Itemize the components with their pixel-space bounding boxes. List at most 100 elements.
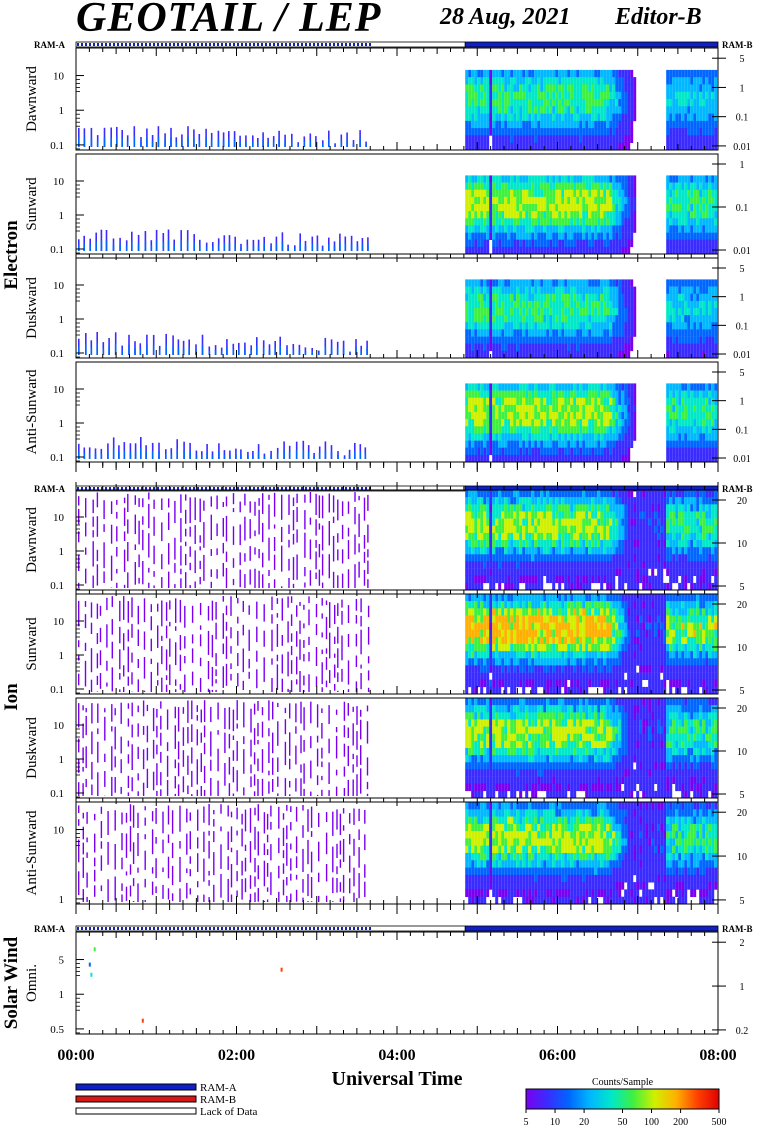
spectro-cell [681, 135, 685, 143]
spectro-cell [552, 218, 556, 226]
spectro-cell [561, 518, 565, 526]
spectro-cell [681, 308, 685, 316]
spectro-cell [630, 397, 634, 406]
spectro-cell [549, 300, 553, 309]
spectro-cell [597, 504, 601, 512]
spectro-cell [480, 128, 484, 136]
spectro-cell [254, 530, 256, 537]
spectro-cell [531, 135, 535, 143]
spectro-cell [612, 211, 616, 219]
spectro-cell [591, 308, 595, 316]
spectro-cell [666, 343, 670, 352]
spectro-cell [603, 232, 607, 240]
spectro-cell [567, 142, 571, 151]
spectro-cell [543, 286, 547, 294]
spectro-cell [501, 447, 505, 456]
ram-bar-tick [217, 927, 219, 930]
spectro-cell [666, 189, 670, 198]
spectro-cell [714, 232, 718, 240]
spectro-cell [468, 547, 472, 555]
spectro-cell [696, 211, 700, 219]
spectro-cell [96, 141, 99, 147]
spectro-cell [618, 322, 622, 330]
spectro-cell [570, 497, 574, 505]
spectro-cell [627, 343, 631, 352]
spectro-cell [507, 540, 511, 548]
spectro-cell [603, 322, 607, 330]
spectro-cell [675, 454, 679, 463]
spectro-cell [504, 329, 508, 337]
spectro-cell [540, 504, 544, 512]
spectro-cell [126, 135, 129, 147]
spectro-cell [555, 490, 559, 498]
spectro-cell [186, 230, 189, 251]
spectro-cell [702, 426, 706, 434]
spectro-cell [531, 440, 535, 448]
spectro-cell [537, 497, 541, 505]
spectro-cell [558, 390, 562, 398]
spectro-cell [540, 447, 544, 456]
spectro-cell [504, 561, 508, 569]
spectro-cell [564, 232, 568, 240]
spectro-cell [262, 574, 264, 588]
spectro-cell [468, 412, 472, 420]
spectro-cell [567, 329, 571, 337]
spectro-cell [480, 426, 484, 434]
spectro-cell [250, 350, 252, 355]
spectro-cell [495, 504, 499, 512]
spectro-cell [714, 300, 718, 309]
spectro-cell [477, 532, 481, 541]
spectro-cell [687, 336, 691, 344]
spectro-cell [714, 211, 718, 219]
spectro-cell [606, 447, 610, 456]
spectro-cell [576, 211, 580, 219]
spectro-cell [468, 286, 472, 294]
ram-bar-tick [253, 43, 255, 46]
spectro-cell [600, 390, 604, 398]
spectro-cell [690, 211, 694, 219]
spectro-cell [501, 182, 505, 190]
spectro-cell [537, 286, 541, 294]
spectro-cell [555, 504, 559, 512]
spectro-cell [492, 454, 496, 463]
spectro-cell [161, 577, 163, 588]
spectro-cell [315, 572, 317, 579]
spectro-cell [474, 120, 478, 129]
spectro-cell [239, 569, 241, 588]
spectro-cell [513, 204, 517, 212]
spectro-cell [486, 142, 490, 151]
spectro-cell [534, 497, 538, 505]
spectro-cell [528, 120, 532, 129]
spectro-cell [268, 494, 270, 500]
spectro-cell [531, 336, 535, 344]
spectro-cell [606, 490, 610, 498]
spectro-cell [567, 232, 571, 240]
spectro-cell [621, 412, 625, 420]
spectro-cell [603, 440, 607, 448]
spectro-cell [220, 351, 223, 355]
spectro-cell [678, 412, 682, 420]
spectro-cell [528, 204, 532, 212]
spectro-cell [552, 390, 556, 398]
spectro-cell [477, 142, 481, 151]
spectro-cell [564, 120, 568, 129]
spectro-cell [549, 504, 553, 512]
spectro-cell [684, 419, 688, 427]
spectro-cell [615, 383, 619, 391]
spectro-cell [678, 225, 682, 233]
spectro-cell [555, 106, 559, 114]
spectro-cell [328, 521, 330, 546]
spectro-cell [492, 211, 496, 219]
spectro-cell [355, 339, 357, 355]
spectro-cell [507, 343, 511, 352]
spectro-cell [633, 426, 637, 434]
spectro-cell [687, 390, 691, 398]
spectro-cell [519, 91, 523, 100]
spectro-cell [597, 350, 601, 359]
spectro-cell [594, 511, 598, 519]
ram-bar-tick [337, 487, 339, 490]
spectro-cell [477, 511, 481, 519]
spectro-cell [633, 315, 637, 323]
spectro-cell [675, 175, 679, 183]
spectro-cell [525, 204, 529, 212]
